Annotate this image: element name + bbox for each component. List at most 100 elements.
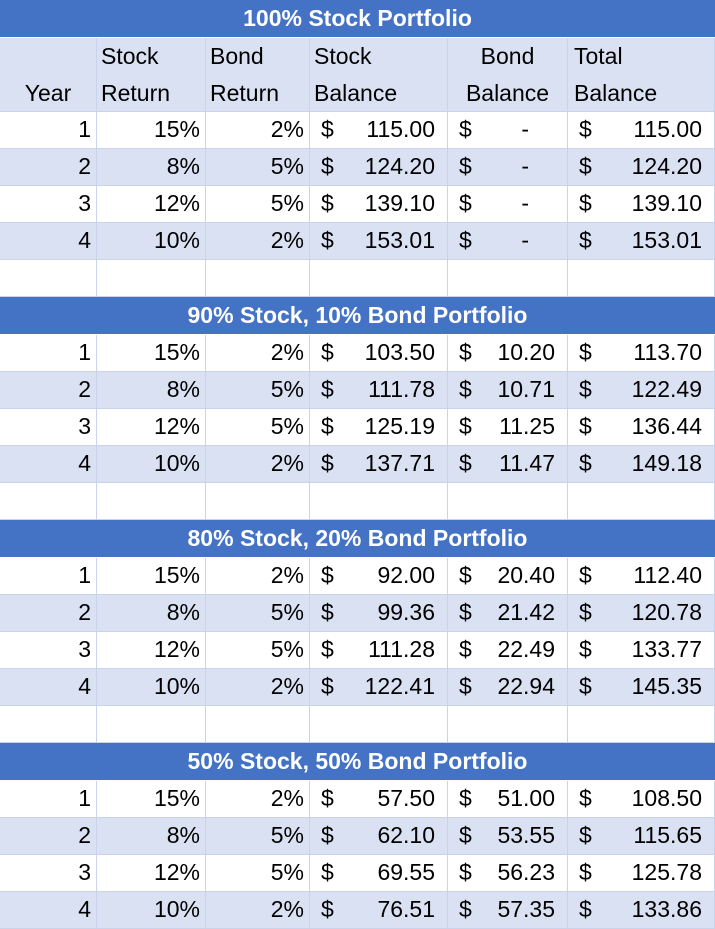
data-cell: 8% [97, 595, 206, 632]
amount: 122.49 [631, 376, 702, 402]
value: 8% [166, 153, 200, 179]
value: 15% [153, 116, 200, 142]
currency-symbol: $ [321, 822, 334, 848]
currency-symbol: $ [459, 599, 472, 625]
header-text: Balance [574, 80, 658, 106]
header-text: Stock [101, 43, 159, 69]
section-title: 100% Stock Portfolio [0, 0, 715, 38]
header-cell: Stock Balance [310, 38, 448, 112]
data-cell: 10% [97, 892, 206, 929]
header-cell: Total Balance [568, 38, 715, 112]
header-cell: Stock Return [97, 38, 206, 112]
amount: 11.47 [499, 450, 555, 476]
value: 15% [153, 339, 200, 365]
value: 1 [78, 562, 91, 588]
data-cell: 3 [0, 855, 97, 892]
value: 1 [78, 339, 91, 365]
data-cell: 2% [206, 558, 310, 595]
currency-symbol: $ [459, 190, 472, 216]
blank-cell [568, 706, 715, 743]
value: 2 [78, 153, 91, 179]
data-cell: 4 [0, 446, 97, 483]
amount: 124.20 [631, 153, 702, 179]
data-cell: $113.70 [568, 335, 715, 372]
data-cell: $139.10 [310, 186, 448, 223]
amount: 122.41 [364, 673, 435, 699]
amount: 62.10 [377, 822, 435, 848]
currency-symbol: $ [459, 785, 472, 811]
amount: 21.42 [497, 599, 555, 625]
data-cell: 12% [97, 855, 206, 892]
currency-symbol: $ [459, 896, 472, 922]
value: 3 [78, 636, 91, 662]
data-cell: $153.01 [568, 223, 715, 260]
blank-cell [0, 260, 97, 297]
amount: 113.70 [633, 339, 702, 365]
header-text: Year [24, 80, 72, 106]
data-cell: 5% [206, 818, 310, 855]
data-cell: $21.42 [448, 595, 568, 632]
amount: - [521, 116, 529, 142]
blank-cell [0, 706, 97, 743]
value: 2% [270, 896, 304, 922]
value: 5% [270, 413, 304, 439]
blank-cell [206, 706, 310, 743]
currency-symbol: $ [579, 822, 592, 848]
amount: 125.78 [631, 859, 702, 885]
currency-symbol: $ [321, 562, 334, 588]
data-cell: $122.41 [310, 669, 448, 706]
data-cell: $136.44 [568, 409, 715, 446]
data-cell: $103.50 [310, 335, 448, 372]
data-cell: $139.10 [568, 186, 715, 223]
data-cell: $153.01 [310, 223, 448, 260]
amount: 133.86 [631, 896, 702, 922]
data-cell: 5% [206, 186, 310, 223]
data-cell: 2% [206, 335, 310, 372]
data-cell: 8% [97, 149, 206, 186]
value: 12% [153, 413, 200, 439]
blank-cell [0, 483, 97, 520]
data-cell: 5% [206, 409, 310, 446]
amount: 57.35 [497, 896, 555, 922]
amount: 11.25 [499, 413, 555, 439]
data-cell: $99.36 [310, 595, 448, 632]
data-cell: $111.78 [310, 372, 448, 409]
currency-symbol: $ [579, 673, 592, 699]
currency-symbol: $ [459, 859, 472, 885]
data-cell: 15% [97, 781, 206, 818]
blank-cell [448, 706, 568, 743]
data-cell: 5% [206, 372, 310, 409]
blank-cell [448, 483, 568, 520]
header-text: Bond [210, 43, 264, 69]
amount: 124.20 [364, 153, 435, 179]
amount: - [521, 153, 529, 179]
value: 1 [78, 116, 91, 142]
data-cell: 12% [97, 632, 206, 669]
data-cell: 4 [0, 669, 97, 706]
currency-symbol: $ [579, 116, 592, 142]
amount: 69.55 [377, 859, 435, 885]
amount: 57.50 [377, 785, 435, 811]
value: 8% [166, 822, 200, 848]
data-cell: 12% [97, 186, 206, 223]
amount: 51.00 [497, 785, 555, 811]
blank-cell [568, 483, 715, 520]
data-cell: 15% [97, 112, 206, 149]
value: 2% [270, 673, 304, 699]
value: 2 [78, 599, 91, 625]
data-cell: $112.40 [568, 558, 715, 595]
value: 1 [78, 785, 91, 811]
currency-symbol: $ [321, 673, 334, 699]
value: 15% [153, 562, 200, 588]
amount: 76.51 [377, 896, 435, 922]
data-cell: $ - [448, 186, 568, 223]
value: 2% [270, 785, 304, 811]
data-cell: $ - [448, 223, 568, 260]
amount: 125.19 [364, 413, 435, 439]
data-cell: 1 [0, 558, 97, 595]
data-cell: $ - [448, 112, 568, 149]
data-cell: 10% [97, 223, 206, 260]
currency-symbol: $ [579, 190, 592, 216]
currency-symbol: $ [579, 562, 592, 588]
currency-symbol: $ [579, 785, 592, 811]
